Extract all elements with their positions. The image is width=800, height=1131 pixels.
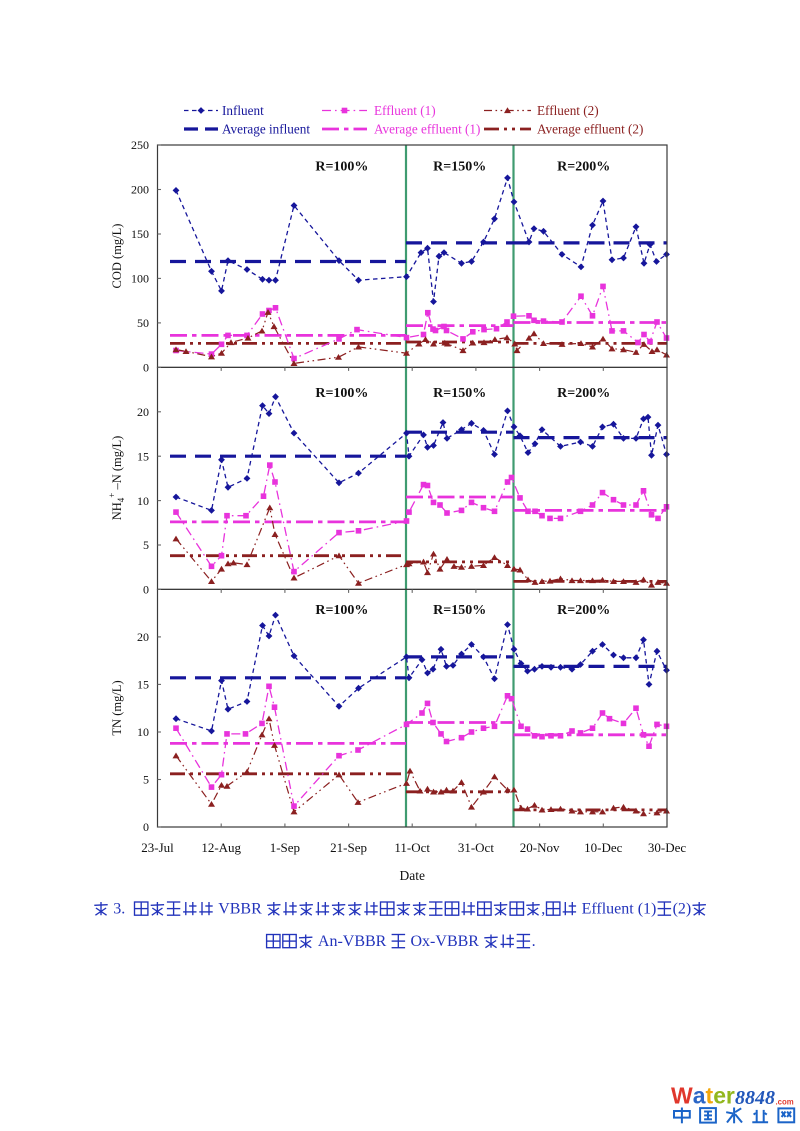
svg-text:15: 15 [137,449,149,463]
svg-text:23-Jul: 23-Jul [141,840,174,855]
svg-text:11-Oct: 11-Oct [394,840,430,855]
svg-text:50: 50 [137,316,149,330]
svg-text:31-Oct: 31-Oct [458,840,494,855]
svg-text:W: W [671,1083,693,1109]
svg-text:10-Dec: 10-Dec [584,840,622,855]
svg-text:0: 0 [143,361,149,375]
svg-text:20: 20 [137,405,149,419]
svg-text:r: r [726,1083,735,1109]
svg-text:Date: Date [399,868,424,883]
svg-text:8848: 8848 [735,1087,775,1109]
svg-text:(2): (2) [673,901,692,918]
svg-text:12-Aug: 12-Aug [201,840,241,855]
svg-text:R=150%: R=150% [433,603,486,618]
svg-text:Average effluent (2): Average effluent (2) [537,122,643,137]
svg-text:15: 15 [137,678,149,692]
svg-text:150: 150 [131,227,149,241]
svg-text:a: a [693,1083,706,1109]
svg-text:5: 5 [143,538,149,552]
svg-text:t: t [706,1083,714,1109]
svg-text:20: 20 [137,630,149,644]
svg-text:TN (mg/L): TN (mg/L) [110,680,124,735]
svg-text:,: , [541,901,545,918]
svg-text:20-Nov: 20-Nov [520,840,560,855]
svg-text:30-Dec: 30-Dec [648,840,686,855]
svg-text:10: 10 [137,494,149,508]
svg-text:R=100%: R=100% [315,603,368,618]
svg-text:Average effluent (1): Average effluent (1) [374,122,480,137]
svg-text:R=200%: R=200% [557,603,610,618]
svg-text:Effluent (1): Effluent (1) [578,901,657,918]
svg-text:250: 250 [131,138,149,152]
svg-text:1-Sep: 1-Sep [270,840,300,855]
svg-text:COD (mg/L): COD (mg/L) [110,224,124,289]
svg-text:3.: 3. [109,901,133,918]
svg-text:e: e [713,1083,726,1109]
svg-text:200: 200 [131,183,149,197]
svg-text:0: 0 [143,820,149,834]
svg-text:.: . [532,933,536,950]
svg-text:21-Sep: 21-Sep [330,840,367,855]
svg-text:100: 100 [131,272,149,286]
svg-text:Effluent (2): Effluent (2) [537,103,599,118]
svg-text:0: 0 [143,583,149,597]
svg-text:R=150%: R=150% [433,159,486,174]
svg-text:.com: .com [776,1098,794,1107]
svg-text:5: 5 [143,773,149,787]
svg-text:NH4+ –N (mg/L): NH4+ –N (mg/L) [107,436,126,521]
svg-text:VBBR: VBBR [214,901,266,918]
svg-text:R=100%: R=100% [315,159,368,174]
svg-text:R=200%: R=200% [557,159,610,174]
svg-text:R=100%: R=100% [315,386,368,401]
svg-text:Effluent (1): Effluent (1) [374,103,436,118]
svg-text:Influent: Influent [222,103,264,118]
svg-text:Ox-VBBR: Ox-VBBR [407,933,483,950]
svg-text:Average influent: Average influent [222,122,310,137]
svg-text:An-VBBR: An-VBBR [314,933,390,950]
svg-text:R=150%: R=150% [433,386,486,401]
svg-text:10: 10 [137,725,149,739]
svg-text:R=200%: R=200% [557,386,610,401]
